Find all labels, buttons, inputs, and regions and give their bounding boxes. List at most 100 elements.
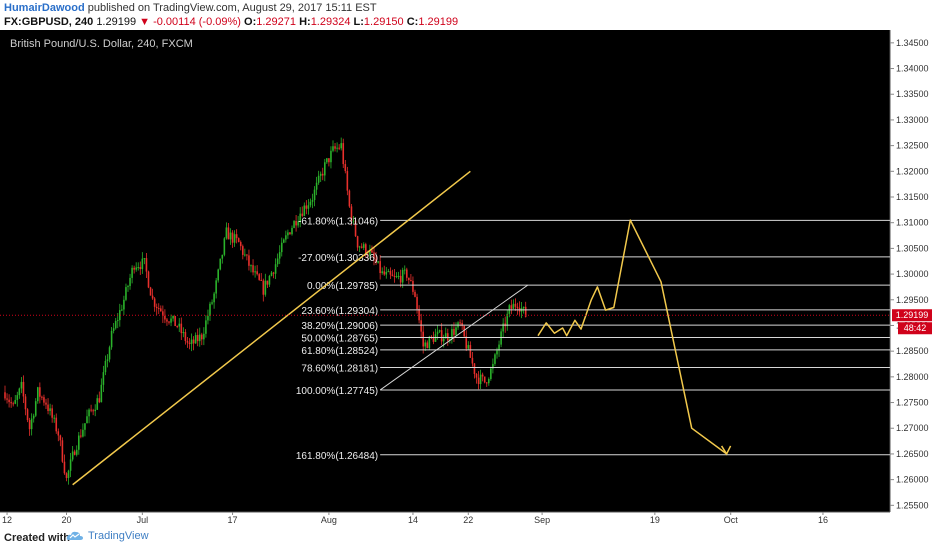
time-axis[interactable] xyxy=(0,512,890,527)
candle-body xyxy=(256,271,258,275)
candle-body xyxy=(160,308,162,312)
candle-body xyxy=(162,311,164,316)
candle-body xyxy=(215,280,217,294)
y-tick-label: 1.31500 xyxy=(896,192,929,202)
candle-body xyxy=(47,404,49,411)
candle-body xyxy=(141,258,144,270)
candle-body xyxy=(28,420,31,430)
y-tick-label: 1.34000 xyxy=(896,64,929,74)
candle-body xyxy=(442,338,445,342)
candle-body xyxy=(403,269,406,271)
publisher-line: HumairDawood published on TradingView.co… xyxy=(4,2,377,14)
last-price: 1.29199 xyxy=(96,16,137,28)
candle-body xyxy=(96,398,99,410)
candle-body xyxy=(268,275,271,285)
candle-body xyxy=(30,418,33,430)
candle-body xyxy=(358,246,361,248)
symbol-label[interactable]: FX:GBPUSD, 240 xyxy=(4,16,94,28)
candle-body xyxy=(213,293,215,303)
candle-body xyxy=(274,264,277,274)
tradingview-brand[interactable]: TradingView xyxy=(66,530,149,542)
candle-body xyxy=(127,286,129,288)
candle-body xyxy=(280,242,283,253)
candle-body xyxy=(119,310,121,321)
price-axis[interactable] xyxy=(890,30,932,527)
candle-body xyxy=(377,261,379,263)
candle-body xyxy=(291,227,293,235)
candle-body xyxy=(153,298,156,307)
candle-body xyxy=(14,399,17,404)
fib-level-label: 38.20%(1.29006) xyxy=(301,321,378,332)
candle-body xyxy=(139,267,142,270)
fib-level-label: 100.00%(1.27745) xyxy=(296,386,378,397)
tradingview-brand-text[interactable]: TradingView xyxy=(88,530,149,542)
candle-body xyxy=(34,401,37,416)
candle-body xyxy=(201,334,203,340)
candle-body xyxy=(440,330,443,342)
candle-body xyxy=(237,238,240,243)
author-name[interactable]: HumairDawood xyxy=(4,2,85,14)
candle-body xyxy=(416,296,418,310)
candle-body xyxy=(123,299,125,310)
candle-body xyxy=(244,254,246,256)
candle-body xyxy=(184,332,187,342)
candle-body xyxy=(393,275,396,277)
candle-body xyxy=(383,271,386,275)
candle-body xyxy=(475,373,478,378)
candle-body xyxy=(303,205,306,216)
candle-body xyxy=(461,323,463,326)
candle-body xyxy=(188,342,191,344)
candle-body xyxy=(217,269,219,281)
candle-body xyxy=(39,387,41,397)
candle-body xyxy=(285,235,287,240)
candle-body xyxy=(45,402,47,405)
x-tick-label: 17 xyxy=(228,515,238,525)
y-tick-label: 1.33000 xyxy=(896,115,929,125)
candle-body xyxy=(235,234,238,239)
y-tick-label: 1.30000 xyxy=(896,269,929,279)
candle-body xyxy=(315,182,318,190)
candle-body xyxy=(373,252,375,259)
candle-body xyxy=(71,451,74,460)
candle-body xyxy=(203,333,205,340)
published-info: published on TradingView.com, August 29,… xyxy=(87,2,377,14)
candle-body xyxy=(229,232,232,240)
candle-body xyxy=(270,272,273,276)
candle-body xyxy=(155,306,158,309)
candle-body xyxy=(490,368,492,379)
candle-body xyxy=(278,252,281,259)
candle-body xyxy=(479,374,482,385)
last-price-badge xyxy=(892,309,932,322)
candle-body xyxy=(242,246,244,255)
chart-background[interactable] xyxy=(0,30,890,512)
candle-body xyxy=(170,318,172,323)
last-price-badge-text: 1.29199 xyxy=(896,310,929,320)
price-chart[interactable]: British Pound/U.S. Dollar, 240, FXCM 1.3… xyxy=(0,30,932,527)
candle-body xyxy=(114,320,117,329)
close-label: C: xyxy=(406,16,419,28)
candle-body xyxy=(207,315,209,321)
candle-body xyxy=(496,350,498,355)
candle-body xyxy=(444,333,447,339)
candle-body xyxy=(524,306,527,317)
candle-body xyxy=(10,402,12,404)
candle-body xyxy=(67,470,70,478)
candle-body xyxy=(192,339,195,344)
candle-body xyxy=(53,417,55,419)
candle-body xyxy=(309,201,312,206)
candle-body xyxy=(381,271,383,274)
candle-body xyxy=(80,435,82,437)
y-tick-label: 1.28000 xyxy=(896,372,929,382)
candle-body xyxy=(73,451,76,455)
candle-body xyxy=(438,330,441,332)
candle-body xyxy=(408,277,410,281)
candle-body xyxy=(149,287,152,296)
x-tick-label: 16 xyxy=(818,515,828,525)
x-tick-label: Oct xyxy=(724,515,739,525)
candle-body xyxy=(194,335,197,344)
candle-body xyxy=(57,431,60,436)
candle-body xyxy=(297,221,299,226)
candle-body xyxy=(116,320,119,322)
candle-body xyxy=(516,306,519,309)
candle-body xyxy=(190,339,193,344)
